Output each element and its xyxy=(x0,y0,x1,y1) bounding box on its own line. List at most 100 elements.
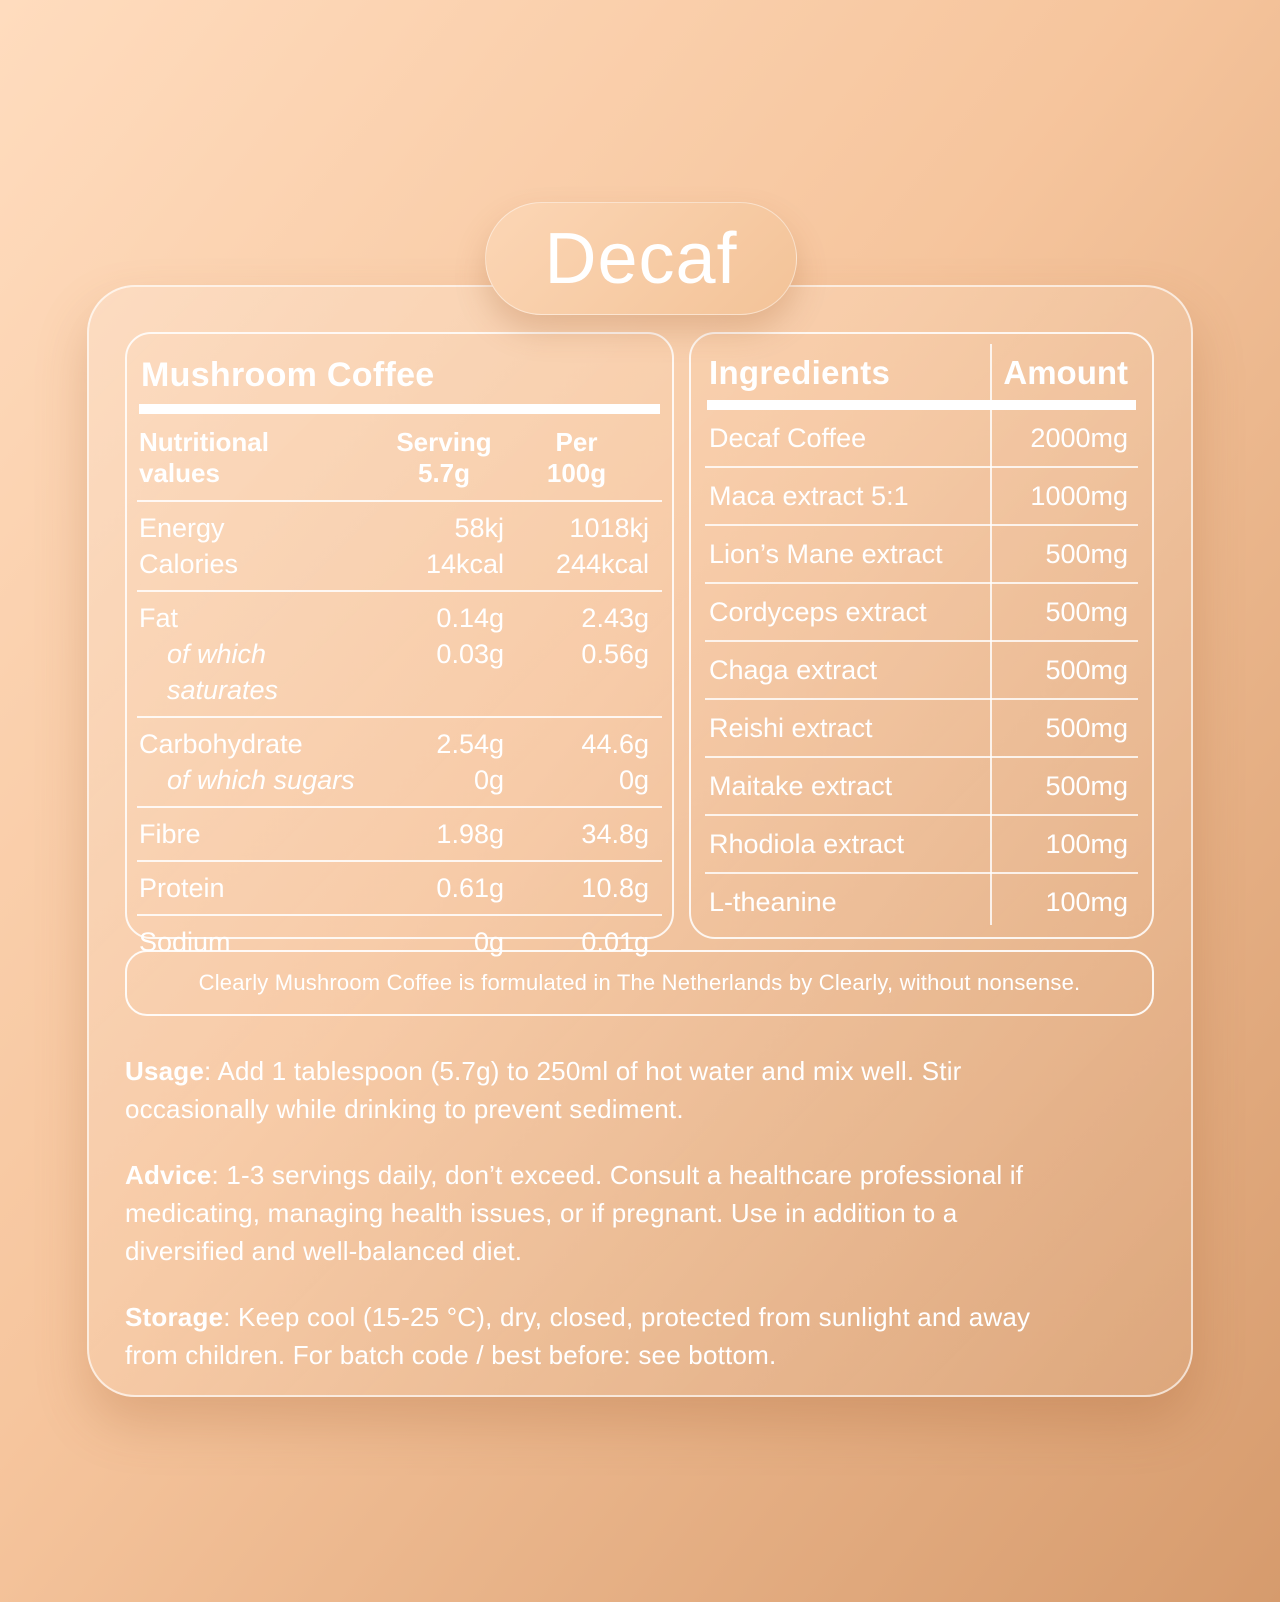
row-label: Sodium xyxy=(139,927,231,957)
nutrition-group-fibre: Fibre 1.98g 34.8g xyxy=(127,808,672,860)
row-divider xyxy=(705,814,1138,816)
ingredient-name: Maca extract 5:1 xyxy=(709,480,909,511)
ingredient-amount: 100mg xyxy=(1045,886,1128,917)
row-serving-value: 0.03g xyxy=(436,639,504,669)
row-per100g-value: 0.01g xyxy=(581,927,649,957)
advice-paragraph: Advice: 1-3 servings daily, don’t exceed… xyxy=(125,1156,1165,1270)
ingredients-header: Ingredients xyxy=(709,354,891,391)
ingredient-amount: 1000mg xyxy=(1030,480,1128,511)
ingredient-row: Maitake extract 500mg xyxy=(691,758,1152,814)
amount-header: Amount xyxy=(1003,354,1128,391)
table-row: Protein 0.61g 10.8g xyxy=(139,870,649,906)
origin-note-text: Clearly Mushroom Coffee is formulated in… xyxy=(198,970,1081,995)
ingredient-row: Chaga extract 500mg xyxy=(691,642,1152,698)
ingredient-name: Decaf Coffee xyxy=(709,422,867,453)
title-divider-bar xyxy=(139,404,660,414)
row-per100g-value: 2.43g xyxy=(581,603,649,633)
storage-text: : Keep cool (15-25 °C), dry, closed, pro… xyxy=(125,1302,1031,1370)
origin-note: Clearly Mushroom Coffee is formulated in… xyxy=(125,950,1154,1016)
ingredient-name: Reishi extract xyxy=(709,712,873,743)
row-per100g-value: 0.56g xyxy=(581,639,649,669)
row-divider xyxy=(137,914,662,916)
row-serving-value: 0g xyxy=(473,765,504,795)
nutrition-group-energy: Energy 58kj 1018kj Calories 14kcal 244kc… xyxy=(127,502,672,590)
ingredient-row: Decaf Coffee 2000mg xyxy=(691,410,1152,466)
ingredient-amount: 500mg xyxy=(1045,538,1128,569)
usage-text: : Add 1 tablespoon (5.7g) to 250ml of ho… xyxy=(125,1056,962,1124)
table-row: Calories 14kcal 244kcal xyxy=(139,546,649,582)
row-divider xyxy=(137,500,662,502)
row-label: Protein xyxy=(139,873,225,903)
ingredient-name: Cordyceps extract xyxy=(709,596,927,627)
row-divider xyxy=(705,640,1138,642)
ingredients-header-row: Ingredients Amount xyxy=(691,352,1152,392)
row-divider xyxy=(705,698,1138,700)
table-row: Fat 0.14g 2.43g xyxy=(139,600,649,636)
table-row: Carbohydrate 2.54g 44.6g xyxy=(139,726,649,762)
row-sublabel: of which sugars xyxy=(167,765,355,795)
table-row: of which saturates 0.03g 0.56g xyxy=(139,636,649,708)
usage-label: Usage xyxy=(125,1056,205,1086)
ingredient-name: Rhodiola extract xyxy=(709,828,905,859)
row-serving-value: 14kcal xyxy=(425,549,504,579)
ingredient-amount: 500mg xyxy=(1045,654,1128,685)
ingredient-amount: 100mg xyxy=(1045,828,1128,859)
ingredient-name: Chaga extract xyxy=(709,654,878,685)
row-divider xyxy=(705,582,1138,584)
row-divider xyxy=(137,806,662,808)
ingredient-row: Cordyceps extract 500mg xyxy=(691,584,1152,640)
row-divider xyxy=(705,872,1138,874)
row-sublabel: of which saturates xyxy=(167,639,279,705)
nutrition-group-fat: Fat 0.14g 2.43g of which saturates 0.03g… xyxy=(127,592,672,716)
ingredient-amount: 500mg xyxy=(1045,596,1128,627)
header-divider-bar xyxy=(707,400,1136,410)
row-label: Calories xyxy=(139,549,239,579)
row-per100g-value: 44.6g xyxy=(581,729,649,759)
row-divider xyxy=(705,756,1138,758)
table-row: Fibre 1.98g 34.8g xyxy=(139,816,649,852)
nutrition-header-serving: Serving 5.7g xyxy=(396,427,492,488)
nutrition-header-row: Nutritional values Serving 5.7g Per 100g xyxy=(127,414,672,500)
nutrition-group-protein: Protein 0.61g 10.8g xyxy=(127,862,672,914)
label-card: Mushroom Coffee Nutritional values Servi… xyxy=(87,285,1193,1397)
row-serving-value: 1.98g xyxy=(436,819,504,849)
table-row: Energy 58kj 1018kj xyxy=(139,510,649,546)
variant-badge: Decaf xyxy=(485,202,797,315)
row-per100g-value: 1018kj xyxy=(569,513,649,543)
ingredient-row: Rhodiola extract 100mg xyxy=(691,816,1152,872)
nutrition-title: Mushroom Coffee xyxy=(141,356,435,394)
row-per100g-value: 244kcal xyxy=(555,549,649,579)
nutrition-panel: Mushroom Coffee Nutritional values Servi… xyxy=(125,332,674,957)
table-row: of which sugars 0g 0g xyxy=(139,762,649,798)
row-label: Energy xyxy=(139,513,225,543)
usage-paragraph: Usage: Add 1 tablespoon (5.7g) to 250ml … xyxy=(125,1052,1165,1128)
column-divider xyxy=(990,344,992,925)
ingredients-panel: Ingredients Amount Decaf Coffee 2000mg M… xyxy=(689,332,1154,939)
row-divider xyxy=(705,524,1138,526)
row-divider xyxy=(137,860,662,862)
advice-text: : 1-3 servings daily, don’t exceed. Cons… xyxy=(125,1160,1024,1266)
ingredient-name: L-theanine xyxy=(709,886,837,917)
ingredient-row: Reishi extract 500mg xyxy=(691,700,1152,756)
nutrition-header-values: Nutritional values xyxy=(139,427,269,488)
instructions-section: Usage: Add 1 tablespoon (5.7g) to 250ml … xyxy=(125,1024,1165,1374)
row-label: Fibre xyxy=(139,819,201,849)
row-divider xyxy=(137,590,662,592)
row-per100g-value: 34.8g xyxy=(581,819,649,849)
row-serving-value: 2.54g xyxy=(436,729,504,759)
nutrition-group-carbohydrate: Carbohydrate 2.54g 44.6g of which sugars… xyxy=(127,718,672,806)
ingredient-amount: 500mg xyxy=(1045,770,1128,801)
advice-label: Advice xyxy=(125,1160,212,1190)
ingredient-row: Maca extract 5:1 1000mg xyxy=(691,468,1152,524)
row-serving-value: 58kj xyxy=(454,513,504,543)
nutrition-header-per100g: Per 100g xyxy=(546,427,607,488)
nutrition-group-sodium: Sodium 0g 0.01g xyxy=(127,916,672,968)
ingredient-amount: 500mg xyxy=(1045,712,1128,743)
ingredient-amount: 2000mg xyxy=(1030,422,1128,453)
row-label: Carbohydrate xyxy=(139,729,303,759)
ingredient-name: Lion’s Mane extract xyxy=(709,538,943,569)
row-serving-value: 0.61g xyxy=(436,873,504,903)
storage-paragraph: Storage: Keep cool (15-25 °C), dry, clos… xyxy=(125,1298,1165,1374)
row-divider xyxy=(137,716,662,718)
